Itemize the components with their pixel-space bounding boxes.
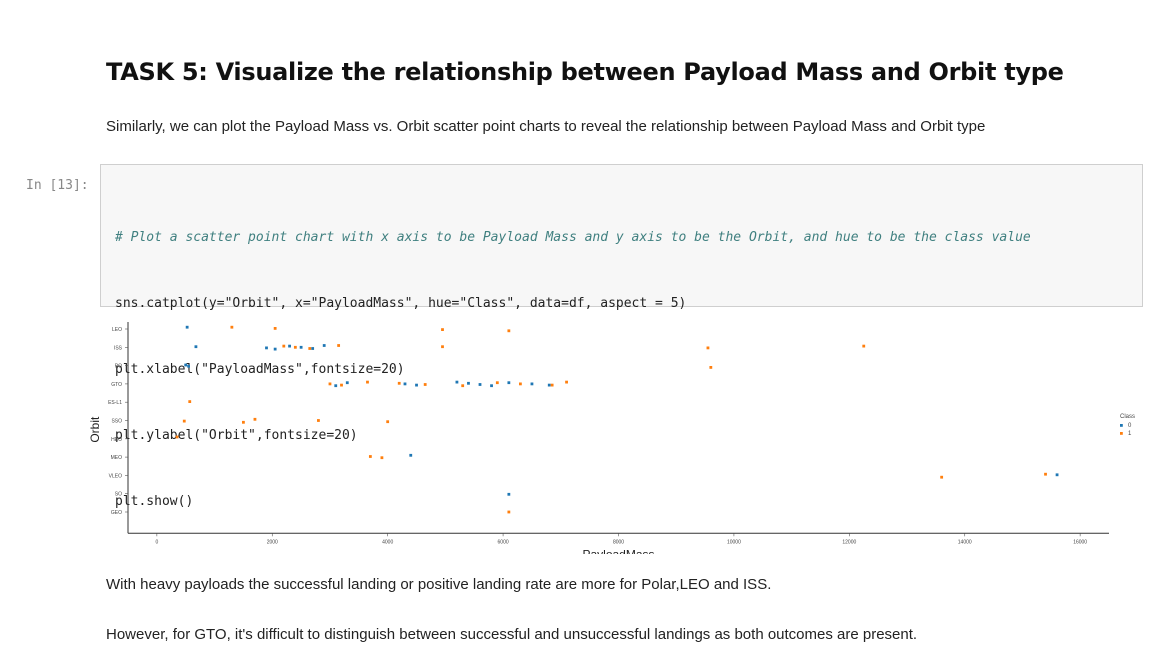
x-tick-label: 6000 [498, 539, 509, 545]
y-tick-label: GEO [111, 510, 122, 516]
scatter-point-class-1 [368, 455, 372, 458]
scatter-point-class-1 [386, 420, 390, 424]
code-line: plt.show() [115, 494, 194, 509]
scatter-point-class-1 [461, 384, 465, 388]
scatter-point-class-1 [495, 381, 499, 385]
x-tick-label: 10000 [727, 539, 741, 545]
scatter-point-class-1 [282, 344, 286, 348]
x-tick-label: 0 [155, 539, 158, 545]
scatter-point-class-1 [308, 347, 312, 350]
scatter-point-class-1 [380, 456, 384, 460]
scatter-point-class-1 [550, 383, 554, 387]
scatter-point-class-0 [194, 345, 198, 349]
x-tick-label: 14000 [958, 539, 972, 545]
scatter-point-class-1 [182, 419, 186, 423]
scatter-point-class-0 [322, 344, 326, 347]
scatter-point-class-1 [188, 400, 192, 403]
scatter-point-class-0 [530, 382, 534, 386]
scatter-point-class-1 [253, 417, 257, 421]
scatter-point-class-1 [862, 344, 866, 348]
scatter-point-class-1 [441, 345, 444, 349]
scatter-point-class-1 [242, 420, 245, 424]
scatter-point-class-1 [273, 327, 277, 330]
scatter-point-class-1 [507, 510, 511, 514]
scatter-point-class-0 [187, 364, 190, 368]
code-line: plt.ylabel("Orbit",fontsize=20) [115, 428, 358, 443]
scatter-point-class-1 [519, 382, 522, 386]
scatter-point-class-0 [311, 347, 315, 350]
legend-title: Class [1120, 414, 1135, 420]
scatter-point-class-1 [175, 435, 179, 439]
code-line: # Plot a scatter point chart with x axis… [115, 230, 1031, 245]
scatter-chart-output: LEO ISS PO GTO ES-L1 SSO HEO MEO VLEO SO GEO 0 2000 4… [84, 318, 1152, 561]
scatter-point-class-0 [478, 383, 482, 386]
legend-marker-1 [1120, 432, 1123, 435]
scatter-point-class-1 [340, 383, 343, 387]
scatter-point-class-0 [547, 383, 551, 387]
scatter-point-class-1 [507, 329, 511, 333]
scatter-point-class-1 [230, 325, 234, 329]
scatter-point-class-0 [490, 384, 493, 388]
y-tick-label: VLEO [109, 473, 122, 479]
legend-marker-0 [1120, 424, 1123, 427]
code-cell[interactable]: # Plot a scatter point chart with x axis… [100, 164, 1143, 509]
y-tick-label: ES-L1 [108, 400, 122, 406]
y-tick-label: MEO [111, 455, 123, 461]
y-tick-label: GTO [111, 382, 122, 388]
y-tick-label: SO [115, 492, 122, 498]
scatter-point-class-0 [467, 381, 470, 385]
y-tick-label: HEO [111, 437, 122, 443]
task-heading: TASK 5: Visualize the relationship betwe… [106, 58, 1064, 86]
scatter-point-class-1 [423, 383, 427, 386]
scatter-point-class-0 [455, 380, 459, 384]
scatter-point-class-1 [293, 345, 297, 349]
scatter-point-class-0 [273, 347, 277, 351]
y-axis-label: Orbit [88, 416, 102, 443]
scatter-point-class-0 [299, 345, 303, 349]
scatter-point-class-1 [706, 346, 710, 350]
x-tick-label: 8000 [613, 539, 624, 545]
scatter-point-class-0 [288, 344, 291, 348]
y-tick-label: ISS [114, 345, 123, 351]
scatter-point-class-1 [337, 344, 341, 347]
intro-text: Similarly, we can plot the Payload Mass … [106, 118, 986, 135]
conclusion-text-2: However, for GTO, it's difficult to dist… [106, 626, 918, 643]
scatter-point-class-0 [507, 492, 511, 496]
scatter-point-class-0 [345, 381, 349, 385]
scatter-point-class-1 [328, 382, 332, 386]
scatter-point-class-0 [409, 453, 413, 457]
y-tick-label: PO [115, 364, 122, 370]
x-tick-label: 2000 [267, 539, 278, 545]
cell-prompt: In [13]: [26, 178, 89, 193]
code-line: sns.catplot(y="Orbit", x="PayloadMass", … [115, 296, 687, 311]
scatter-point-class-0 [334, 384, 338, 388]
scatter-point-class-0 [415, 383, 418, 387]
conclusion-text-1: With heavy payloads the successful landi… [106, 576, 772, 593]
catplot-svg: LEO ISS PO GTO ES-L1 SSO HEO MEO VLEO SO GEO 0 2000 4… [88, 322, 1135, 561]
scatter-point-class-1 [940, 475, 944, 479]
y-tick-label: SSO [111, 419, 122, 425]
x-tick-label: 4000 [382, 539, 393, 545]
scatter-point-class-1 [709, 366, 713, 369]
x-tick-label: 12000 [842, 539, 856, 545]
scatter-point-class-1 [1044, 472, 1047, 476]
scatter-point-class-0 [507, 381, 511, 385]
scatter-point-class-0 [403, 382, 407, 386]
scatter-point-class-1 [317, 419, 320, 422]
scatter-point-class-1 [366, 380, 369, 384]
scatter-point-class-0 [265, 346, 268, 350]
scatter-point-class-0 [1055, 473, 1059, 477]
legend-label-1: 1 [1128, 431, 1132, 437]
scatter-point-class-1 [441, 328, 444, 331]
scatter-point-class-1 [565, 380, 568, 384]
x-axis-label: PayloadMass [582, 547, 654, 554]
scatter-point-class-0 [184, 363, 188, 367]
legend-label-0: 0 [1128, 423, 1132, 429]
scatter-point-class-0 [185, 325, 189, 329]
y-tick-label: LEO [112, 327, 122, 333]
x-tick-label: 16000 [1073, 539, 1087, 545]
scatter-point-class-1 [397, 381, 401, 385]
